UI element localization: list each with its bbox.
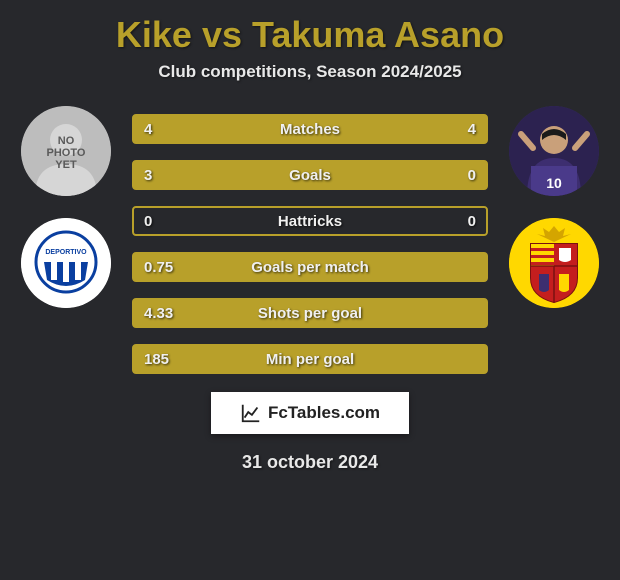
player-photo-icon: 10 [509, 106, 599, 196]
left-club-badge: DEPORTIVO [21, 218, 111, 308]
svg-text:DEPORTIVO: DEPORTIVO [45, 249, 87, 256]
stat-label: Goals per match [251, 259, 369, 276]
stat-value-left: 3 [144, 167, 152, 184]
stat-value-right: 0 [468, 167, 476, 184]
left-column: NO PHOTO YET DEPORTIVO [8, 106, 124, 308]
stat-value-left: 4.33 [144, 305, 173, 322]
stat-bar: 3 Goals 0 [132, 160, 488, 190]
footer-date: 31 october 2024 [0, 434, 620, 473]
stat-bar: 0 Hattricks 0 [132, 206, 488, 236]
stat-bar: 0.75 Goals per match [132, 252, 488, 282]
svg-text:YET: YET [55, 159, 77, 171]
placeholder-silhouette-icon: NO PHOTO YET [21, 106, 111, 196]
right-player-avatar: 10 [509, 106, 599, 196]
stat-value-right: 4 [468, 121, 476, 138]
stat-value-left: 0 [144, 213, 152, 230]
svg-text:PHOTO: PHOTO [47, 147, 86, 159]
stat-label: Shots per goal [258, 305, 362, 322]
stat-value-left: 185 [144, 351, 169, 368]
stat-value-right: 0 [468, 213, 476, 230]
right-club-badge [509, 218, 599, 308]
page-subtitle: Club competitions, Season 2024/2025 [0, 62, 620, 106]
stat-value-left: 4 [144, 121, 152, 138]
alaves-crest-icon: DEPORTIVO [21, 218, 111, 308]
stat-label: Min per goal [266, 351, 354, 368]
right-column: 10 [496, 106, 612, 308]
svg-text:10: 10 [546, 175, 562, 191]
stat-bar: 4 Matches 4 [132, 114, 488, 144]
stat-bars: 4 Matches 4 3 Goals 0 0 Hattricks 0 0.75 Goals per… [124, 114, 496, 374]
brand-text: FcTables.com [268, 403, 380, 423]
page-title: Kike vs Takuma Asano [0, 0, 620, 62]
body-row: NO PHOTO YET DEPORTIVO [0, 106, 620, 374]
brand-badge[interactable]: FcTables.com [211, 392, 409, 434]
stat-bar: 185 Min per goal [132, 344, 488, 374]
left-player-avatar: NO PHOTO YET [21, 106, 111, 196]
stat-label: Goals [289, 167, 331, 184]
infographic-container: Kike vs Takuma Asano Club competitions, … [0, 0, 620, 473]
stat-bar: 4.33 Shots per goal [132, 298, 488, 328]
stat-label: Matches [280, 121, 340, 138]
chart-icon [240, 402, 262, 424]
stat-label: Hattricks [278, 213, 342, 230]
svg-text:NO: NO [58, 135, 75, 147]
stat-value-left: 0.75 [144, 259, 173, 276]
mallorca-crest-icon [509, 218, 599, 308]
